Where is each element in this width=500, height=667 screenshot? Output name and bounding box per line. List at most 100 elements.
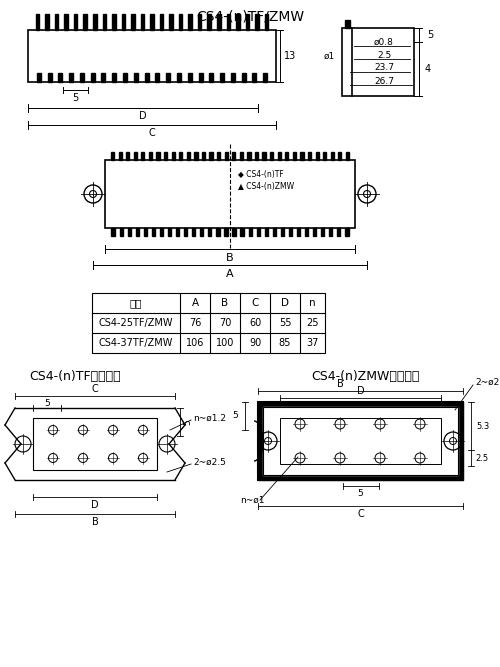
Text: ø0.8: ø0.8	[374, 37, 394, 47]
Text: B: B	[226, 253, 234, 263]
Text: 5.3: 5.3	[476, 422, 490, 431]
Bar	[264, 14, 268, 30]
Bar	[220, 73, 224, 82]
Bar	[74, 14, 78, 30]
Text: D: D	[139, 111, 147, 121]
Bar	[46, 14, 49, 30]
Text: 100: 100	[216, 338, 234, 348]
Text: 2.5: 2.5	[476, 454, 488, 463]
Bar	[263, 73, 267, 82]
Bar	[329, 228, 332, 236]
Text: n~ø1: n~ø1	[240, 496, 264, 504]
Text: B: B	[92, 517, 98, 527]
Text: 2~ø2.5: 2~ø2.5	[193, 458, 226, 466]
Bar	[90, 73, 94, 82]
Text: C: C	[357, 509, 364, 519]
Text: 2.5: 2.5	[377, 51, 391, 59]
Bar	[126, 152, 130, 160]
Text: 37: 37	[306, 338, 318, 348]
Bar	[330, 152, 334, 160]
Bar	[248, 152, 250, 160]
Bar	[346, 152, 349, 160]
Bar	[264, 228, 268, 236]
Bar	[58, 73, 62, 82]
Text: C: C	[252, 298, 258, 308]
Bar	[342, 28, 414, 96]
Bar	[252, 73, 256, 82]
Bar	[92, 293, 325, 353]
Bar	[236, 14, 240, 30]
Bar	[258, 402, 463, 480]
Text: 85: 85	[279, 338, 291, 348]
Bar	[156, 152, 160, 160]
Bar	[285, 152, 288, 160]
Text: 5: 5	[44, 398, 50, 408]
Bar	[305, 228, 308, 236]
Bar	[168, 228, 171, 236]
Bar	[224, 228, 228, 236]
Text: 23.7: 23.7	[374, 63, 394, 73]
Bar	[172, 152, 175, 160]
Text: CS4-(n)ZMW安装尺寸: CS4-(n)ZMW安装尺寸	[311, 370, 419, 384]
Bar	[37, 73, 41, 82]
Bar	[208, 228, 212, 236]
Bar	[210, 152, 212, 160]
Bar	[111, 152, 114, 160]
Text: 5: 5	[358, 490, 364, 498]
Bar	[321, 228, 324, 236]
Bar	[144, 228, 147, 236]
Text: 5: 5	[184, 419, 192, 425]
Bar	[297, 228, 300, 236]
Bar	[226, 14, 230, 30]
Bar	[308, 152, 311, 160]
Bar	[198, 73, 202, 82]
Bar	[345, 20, 350, 28]
Bar	[216, 228, 220, 236]
Bar	[186, 152, 190, 160]
Bar	[84, 14, 87, 30]
Bar	[240, 152, 243, 160]
Text: 90: 90	[249, 338, 261, 348]
Bar	[316, 152, 318, 160]
Text: n~ø1.2: n~ø1.2	[193, 414, 226, 422]
Bar	[55, 14, 58, 30]
Text: 规格: 规格	[130, 298, 142, 308]
Bar	[120, 228, 122, 236]
Bar	[240, 228, 244, 236]
Bar	[202, 152, 205, 160]
Bar	[134, 73, 138, 82]
Bar	[338, 228, 340, 236]
Bar	[128, 228, 131, 236]
Bar	[263, 407, 458, 475]
Bar	[300, 152, 304, 160]
Bar	[188, 14, 192, 30]
Bar	[231, 73, 235, 82]
Bar	[217, 152, 220, 160]
Text: ◆ CS4-(n)TF: ◆ CS4-(n)TF	[238, 169, 284, 179]
Bar	[188, 73, 192, 82]
Bar	[210, 73, 214, 82]
Bar	[263, 407, 458, 475]
Text: CS4-(n)TF安装尺寸: CS4-(n)TF安装尺寸	[29, 370, 121, 384]
Bar	[112, 73, 116, 82]
Bar	[122, 14, 125, 30]
Text: 2~ø2.5: 2~ø2.5	[475, 378, 500, 386]
Bar	[80, 73, 84, 82]
Text: 5: 5	[232, 412, 238, 420]
Bar	[346, 228, 348, 236]
Bar	[166, 73, 170, 82]
Text: D: D	[356, 386, 364, 396]
Bar	[28, 30, 276, 82]
Bar	[281, 228, 284, 236]
Bar	[179, 14, 182, 30]
Bar	[102, 73, 105, 82]
Bar	[150, 14, 154, 30]
Bar	[176, 228, 179, 236]
Bar	[278, 152, 281, 160]
Bar	[273, 228, 276, 236]
Text: 76: 76	[189, 318, 201, 328]
Bar	[140, 14, 144, 30]
Bar	[93, 14, 96, 30]
Text: B: B	[222, 298, 228, 308]
Bar	[179, 152, 182, 160]
